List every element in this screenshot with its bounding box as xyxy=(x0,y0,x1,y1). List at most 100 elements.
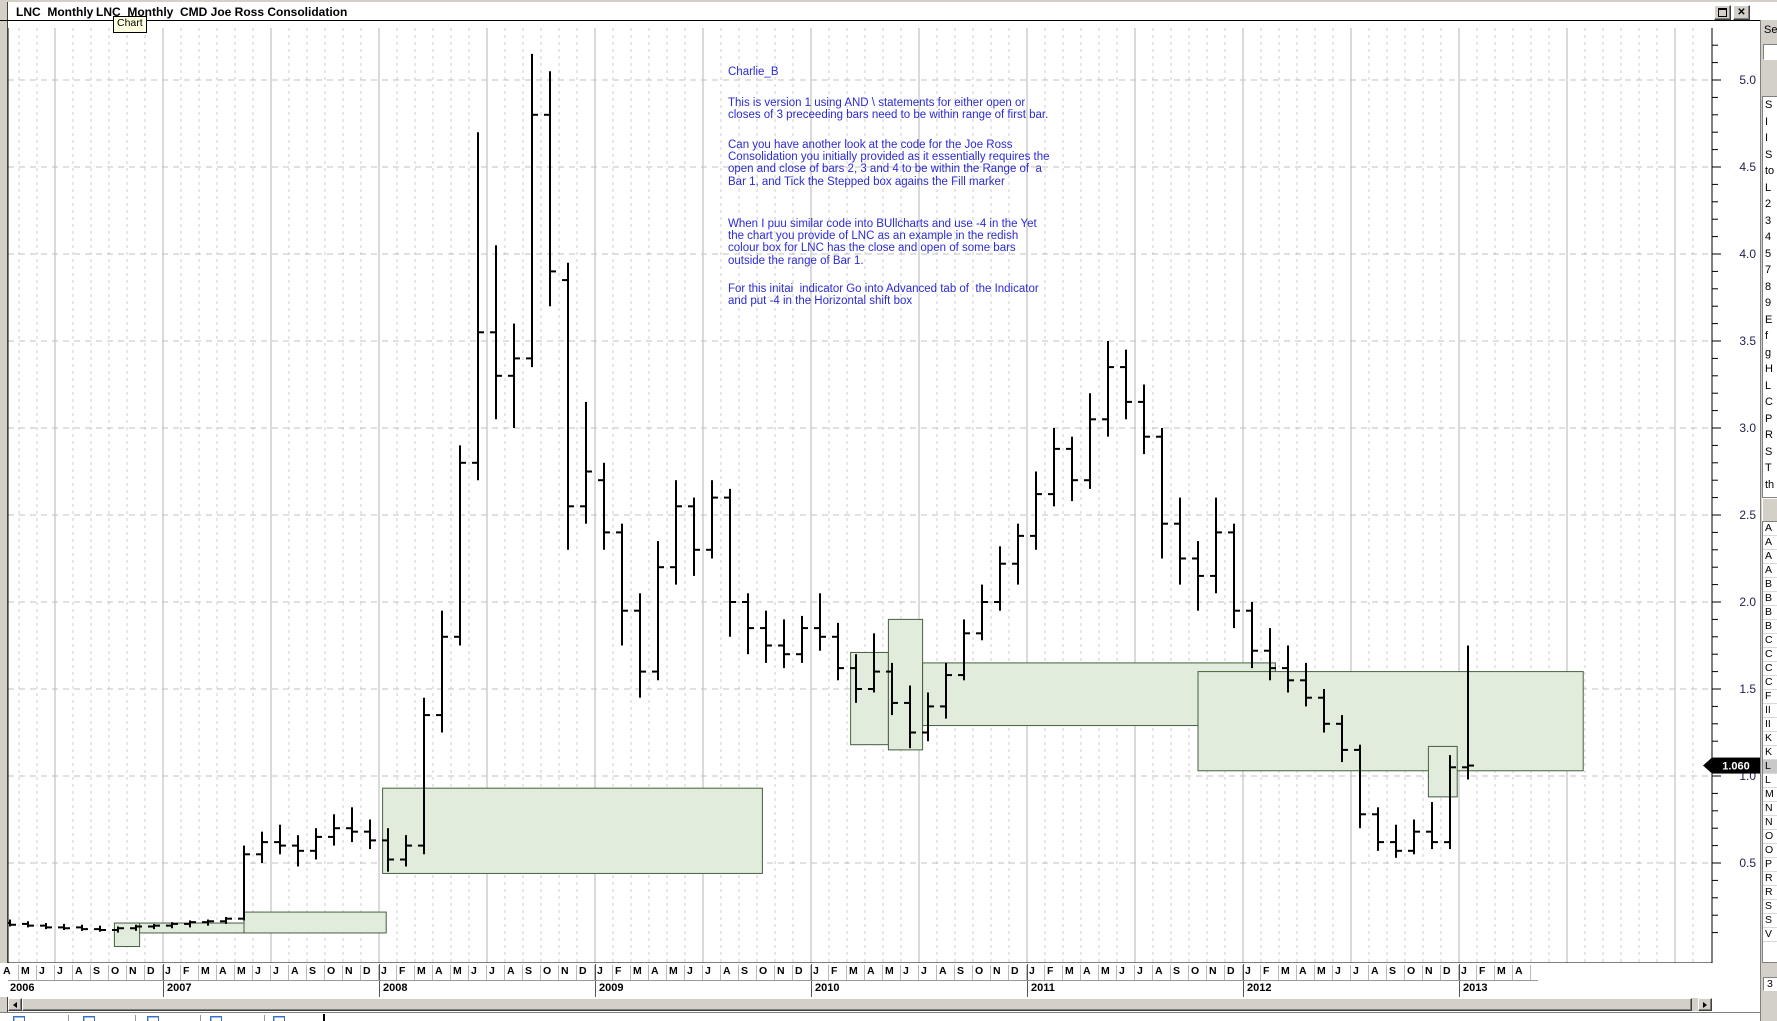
ticker-row[interactable]: L xyxy=(1763,774,1777,788)
month-label: O xyxy=(973,965,991,980)
panel-text-line: 4 xyxy=(1765,231,1772,243)
restore-icon xyxy=(1718,8,1727,17)
ticker-row[interactable]: S xyxy=(1763,900,1777,914)
annotation-line: Can you have another look at the code fo… xyxy=(728,139,1013,151)
ohlc-bar xyxy=(994,546,1006,611)
ticker-row[interactable]: A xyxy=(1763,550,1777,564)
price-chart[interactable]: 5.04.54.03.53.02.52.01.51.00.51.060 xyxy=(8,28,1777,964)
month-label: F xyxy=(397,965,415,980)
document-tab-icon[interactable] xyxy=(13,1016,25,1021)
consolidation-box xyxy=(1197,671,1584,772)
ticker-row[interactable]: C xyxy=(1763,634,1777,648)
ticker-row[interactable]: N xyxy=(1763,802,1777,816)
title-divider xyxy=(0,20,1760,21)
window-left-frame xyxy=(0,2,8,1021)
ticker-row[interactable]: F xyxy=(1763,690,1777,704)
month-label: J xyxy=(487,965,505,980)
ohlc-bar xyxy=(1390,824,1402,858)
ticker-row[interactable]: O xyxy=(1763,844,1777,858)
ohlc-bar xyxy=(1300,662,1312,707)
ticker-row[interactable]: II xyxy=(1763,718,1777,732)
ticker-row-selected[interactable]: L xyxy=(1763,760,1777,774)
ohlc-bar xyxy=(742,593,754,655)
month-label: O xyxy=(541,965,559,980)
ticker-row[interactable]: C xyxy=(1763,648,1777,662)
ticker-row[interactable]: N xyxy=(1763,816,1777,830)
horizontal-scrollbar[interactable] xyxy=(8,998,1712,1011)
ohlc-bar xyxy=(1444,755,1456,850)
month-label: J xyxy=(1135,965,1153,980)
month-label: D xyxy=(793,965,811,980)
panel-text-line: I xyxy=(1765,132,1769,144)
annotation-line: For this initai indicator Go into Advanc… xyxy=(728,283,1039,295)
document-tab-icon[interactable] xyxy=(273,1016,285,1021)
ticker-row[interactable]: A xyxy=(1763,564,1777,578)
ohlc-bar xyxy=(1462,645,1474,780)
ohlc-bar xyxy=(418,697,430,855)
scroll-right-button[interactable] xyxy=(1698,998,1712,1011)
ticker-row[interactable]: II xyxy=(1763,704,1777,718)
ohlc-bar xyxy=(76,924,88,931)
scroll-left-button[interactable] xyxy=(8,998,22,1011)
ticker-row[interactable]: O xyxy=(1763,830,1777,844)
year-label: 2006 xyxy=(10,982,35,994)
ticker-row[interactable]: C xyxy=(1763,676,1777,690)
chart-tooltip: Chart xyxy=(113,16,147,33)
bottom-tab-strip[interactable] xyxy=(0,1012,1777,1021)
consolidation-box xyxy=(139,922,245,934)
ticker-row[interactable]: K xyxy=(1763,746,1777,760)
month-label: J xyxy=(253,965,271,980)
ohlc-bar xyxy=(778,619,790,669)
ticker-row[interactable]: B xyxy=(1763,620,1777,634)
month-label: J xyxy=(379,965,397,980)
ohlc-bar xyxy=(1102,341,1114,437)
ohlc-bar xyxy=(1138,384,1150,455)
month-label: D xyxy=(1441,965,1459,980)
ohlc-bar xyxy=(292,835,304,867)
price-axis-label: 4.0 xyxy=(1739,247,1756,261)
month-label: A xyxy=(1513,965,1531,980)
ticker-row[interactable]: M xyxy=(1763,788,1777,802)
ticker-row[interactable]: R xyxy=(1763,872,1777,886)
annotation-paragraph: Charlie_B xyxy=(728,66,1178,78)
panel-field[interactable] xyxy=(1763,44,1777,60)
consolidation-box xyxy=(887,618,924,751)
ticker-row[interactable]: B xyxy=(1763,606,1777,620)
month-label: J xyxy=(595,965,613,980)
panel-text-line: L xyxy=(1765,379,1772,392)
month-label: J xyxy=(703,965,721,980)
month-label: S xyxy=(523,965,541,980)
ticker-list[interactable]: A A A A B B B B C C C C F II II K K L L M N N O O P R R S S V xyxy=(1762,521,1777,963)
ticker-row[interactable]: B xyxy=(1763,578,1777,592)
ticker-row[interactable]: P xyxy=(1763,858,1777,872)
document-tab-icon[interactable] xyxy=(210,1016,222,1021)
window-top-frame xyxy=(0,0,1777,2)
ticker-row[interactable]: A xyxy=(1763,536,1777,550)
document-tab-icon[interactable] xyxy=(147,1016,159,1021)
annotation-line: colour box for LNC has the close and ope… xyxy=(728,242,1016,255)
panel-text-line: H xyxy=(1765,363,1773,375)
panel-count-box: 3 xyxy=(1763,977,1777,991)
ohlc-bar xyxy=(1354,744,1366,829)
ticker-row[interactable]: K xyxy=(1763,732,1777,746)
document-tab-icon[interactable] xyxy=(83,1016,95,1021)
restore-button[interactable] xyxy=(1714,5,1731,20)
ticker-row[interactable]: A xyxy=(1763,522,1777,536)
ticker-row[interactable]: R xyxy=(1763,886,1777,900)
month-label: M xyxy=(1279,965,1297,980)
month-label: M xyxy=(1495,965,1513,980)
month-label: F xyxy=(181,965,199,980)
scrollbar-thumb[interactable] xyxy=(22,998,1692,1011)
year-label: 2009 xyxy=(599,982,624,994)
close-button[interactable]: ✕ xyxy=(1733,5,1750,20)
ticker-row[interactable]: V xyxy=(1763,928,1777,942)
arrow-right-icon xyxy=(1703,1002,1707,1008)
ticker-row[interactable]: C xyxy=(1763,662,1777,676)
price-axis-label: 0.5 xyxy=(1739,856,1756,870)
month-label: F xyxy=(1045,965,1063,980)
ohlc-bar xyxy=(382,828,394,872)
annotation-line: When I puu similar code into BUllcharts … xyxy=(728,218,1037,230)
ticker-row[interactable]: B xyxy=(1763,592,1777,606)
ticker-row[interactable]: S xyxy=(1763,914,1777,928)
